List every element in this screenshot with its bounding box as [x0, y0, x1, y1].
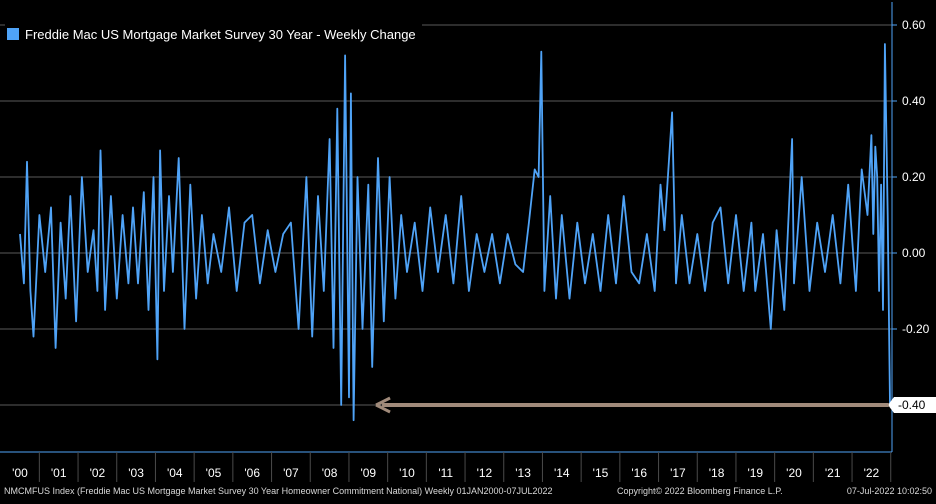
x-tick-label: '13: [515, 466, 531, 480]
series-layer: [19, 43, 891, 422]
axis-layer: 0.60 0.40 0.20 0.00 -0.20 '00 '01 '02 '03 '04 '05 '…: [0, 2, 930, 482]
x-tick-label: '21: [825, 466, 841, 480]
y-tick-label: 0.20: [902, 170, 926, 184]
last-value-pointer: [888, 397, 894, 413]
legend-swatch: [7, 28, 19, 40]
x-tick-label: '07: [283, 466, 299, 480]
legend-label: Freddie Mac US Mortgage Market Survey 30…: [25, 26, 416, 42]
x-tick-label: '11: [438, 466, 453, 480]
x-tick-label: '20: [786, 466, 802, 480]
x-tick-label: '17: [670, 466, 686, 480]
x-tick-label: '15: [593, 466, 609, 480]
x-tick-label: '02: [90, 466, 106, 480]
timestamp: 07-Jul-2022 10:02:50: [846, 486, 932, 496]
x-tick-label: '00: [12, 466, 28, 480]
x-tick-label: '08: [322, 466, 338, 480]
y-tick-label: 0.00: [902, 246, 926, 260]
y-tick-label: 0.40: [902, 94, 926, 108]
x-tick-label: '12: [477, 466, 493, 480]
x-tick-label: '01: [51, 466, 67, 480]
x-tick-label: '04: [167, 466, 183, 480]
last-value-label: -0.40: [898, 398, 926, 412]
x-tick-label: '19: [747, 466, 763, 480]
x-tick-label: '09: [360, 466, 376, 480]
x-tick-label: '05: [206, 466, 222, 480]
annotation-arrow-head: [375, 396, 391, 414]
x-tick-label: '18: [709, 466, 725, 480]
source-note: NMCMFUS Index (Freddie Mac US Mortgage M…: [4, 486, 553, 496]
last-value-box: [894, 397, 936, 413]
x-tick-label: '14: [554, 466, 570, 480]
y-tick-label: -0.20: [902, 322, 930, 336]
x-tick-label: '06: [244, 466, 260, 480]
x-tick-label: '22: [864, 466, 880, 480]
x-tick-label: '16: [631, 466, 647, 480]
x-tick-label: '10: [399, 466, 415, 480]
y-tick-label: 0.60: [902, 18, 926, 32]
series-line: [19, 43, 891, 422]
x-tick-label: '03: [128, 466, 144, 480]
annotation-layer: -0.40: [375, 396, 936, 414]
copyright-note: Copyright© 2022 Bloomberg Finance L.P.: [617, 486, 783, 496]
legend: Freddie Mac US Mortgage Market Survey 30…: [5, 22, 422, 46]
